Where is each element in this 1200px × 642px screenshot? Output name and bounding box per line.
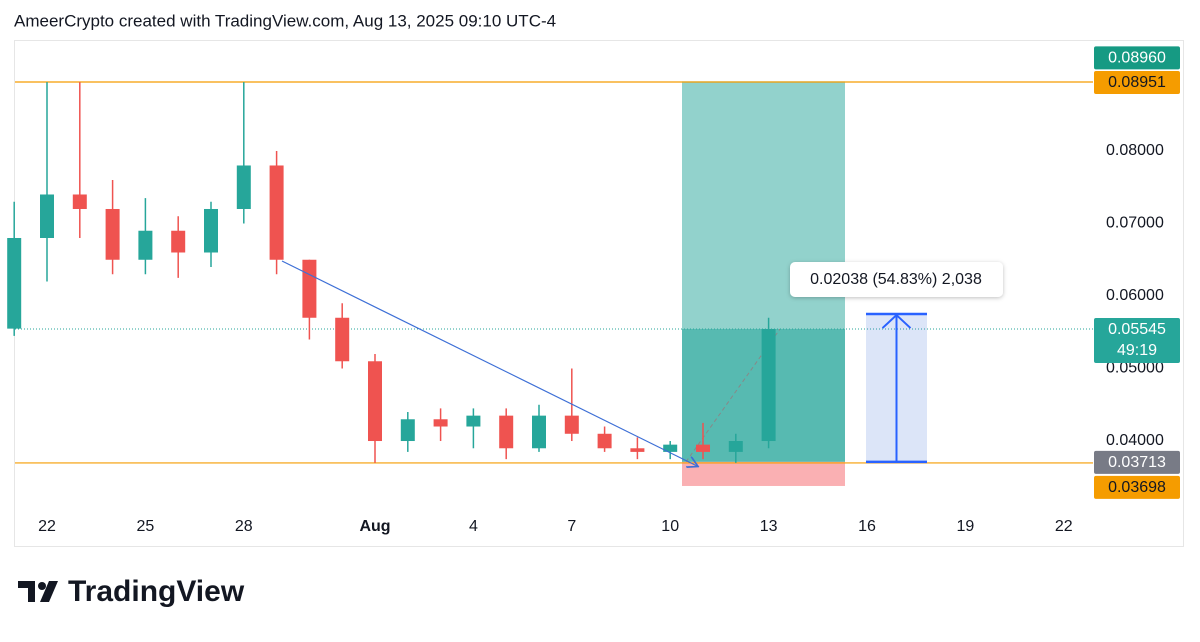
- candle-body: [7, 237, 22, 329]
- candle-body: [466, 415, 481, 427]
- candle-body: [499, 415, 514, 449]
- candle-body: [72, 194, 87, 209]
- x-tick-label: 7: [567, 518, 576, 535]
- price-label-box: [1094, 46, 1180, 70]
- price-label: 0.08951: [1108, 74, 1166, 91]
- x-tick-label: 22: [1055, 518, 1073, 535]
- candle-body: [630, 448, 645, 452]
- measure-label: 0.02038 (54.83%) 2,038: [810, 271, 982, 288]
- axes: 0.08000 0.07000 0.06000 0.05000 0.04000 22 25 2…: [38, 46, 1180, 535]
- candle-body: [105, 208, 120, 260]
- x-tick-label: 22: [38, 518, 56, 535]
- price-label: 0.03713: [1108, 454, 1166, 471]
- x-tick-label: 19: [957, 518, 975, 535]
- candle-body: [761, 328, 776, 442]
- measure-arrowhead: [881, 313, 912, 329]
- logo-shape: [18, 581, 35, 588]
- candle-body: [400, 419, 415, 442]
- chart-frame: [14, 40, 1184, 547]
- x-tick-label: 28: [235, 518, 253, 535]
- logo-shape: [40, 581, 58, 602]
- y-tick-label: 0.08000: [1106, 142, 1164, 159]
- candle-body: [138, 230, 153, 260]
- y-tick-label: 0.07000: [1106, 215, 1164, 232]
- y-tick-label: 0.04000: [1106, 432, 1164, 449]
- brand-logo: TradingView: [18, 575, 245, 608]
- brand-text: TradingView: [68, 575, 245, 608]
- candle-body: [663, 444, 678, 452]
- x-tick-label: 16: [858, 518, 876, 535]
- price-label-box: [1094, 317, 1180, 363]
- candle-body: [204, 208, 218, 253]
- y-tick-label: 0.06000: [1106, 287, 1164, 304]
- x-tick-label: 25: [137, 518, 155, 535]
- candle-body: [368, 361, 382, 442]
- candle-body: [597, 433, 612, 449]
- candle-body: [696, 444, 710, 452]
- price-label: 0.08960: [1108, 50, 1166, 67]
- price-label: 0.03698: [1108, 479, 1166, 496]
- candles: [7, 82, 776, 463]
- candle-body: [564, 415, 579, 434]
- logo-shape: [38, 582, 46, 590]
- x-tick-label: 10: [661, 518, 679, 535]
- price-label-box: [1094, 475, 1180, 499]
- candle-body: [236, 165, 251, 209]
- candle-body: [433, 419, 448, 427]
- price-label-box: [1094, 71, 1180, 95]
- candle-body: [171, 230, 186, 253]
- header: AmeerCrypto created with TradingView.com…: [14, 11, 556, 30]
- price-label-box: [1094, 450, 1180, 474]
- candle-body: [728, 441, 743, 452]
- loss-zone: [682, 461, 845, 486]
- candle-body: [269, 165, 284, 260]
- candle-body: [532, 415, 546, 449]
- x-tick-label: 4: [469, 518, 478, 535]
- x-tick-label: 13: [760, 518, 778, 535]
- logo-shape: [28, 581, 35, 602]
- candle-body: [40, 194, 54, 238]
- candle-body: [335, 317, 350, 362]
- countdown: 49:19: [1117, 342, 1157, 359]
- measure-label-box: [790, 262, 1003, 297]
- candle-body: [302, 259, 317, 318]
- price-label: 0.05545: [1108, 321, 1166, 338]
- x-tick-label: Aug: [359, 518, 390, 535]
- y-tick-label: 0.05000: [1106, 360, 1164, 377]
- trend-line: [281, 260, 697, 466]
- drawings-front: 0.02038 (54.83%) 2,038: [281, 260, 1003, 466]
